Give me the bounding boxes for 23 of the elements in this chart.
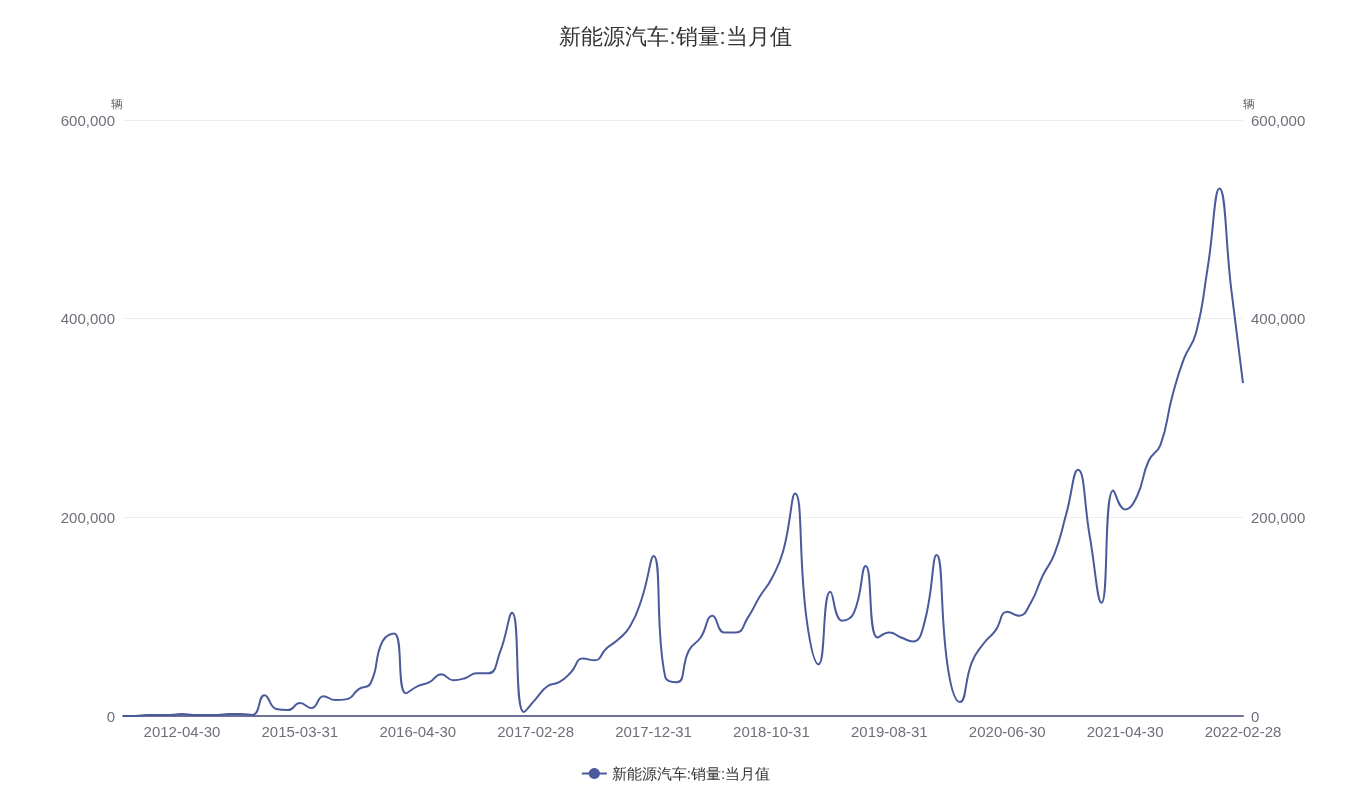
y2-tick-label: 600,000 (1251, 111, 1306, 129)
x-tick-label: 2017-02-28 (497, 723, 574, 740)
y-tick-label: 0 (106, 707, 115, 725)
y-tick-label: 200,000 (60, 508, 115, 526)
x-tick-label: 2021-04-30 (1086, 723, 1164, 740)
x-tick-label: 2019-08-31 (850, 723, 928, 740)
x-tick-label: 2018-10-31 (733, 723, 810, 740)
x-tick-label: 2012-04-30 (143, 723, 221, 740)
y2-tick-label: 200,000 (1251, 508, 1306, 526)
x-tick-label: 2022-02-28 (1204, 723, 1282, 740)
chart-title: 新能源汽车:销量:当月值 (559, 23, 792, 49)
y2-axis-title: 辆 (1243, 97, 1255, 111)
y2-tick-label: 0 (1251, 707, 1260, 725)
legend-label: 新能源汽车:销量:当月值 (611, 765, 771, 782)
x-tick-label: 2020-06-30 (968, 723, 1046, 740)
y-axis-title: 辆 (111, 97, 123, 111)
y-tick-label: 400,000 (60, 310, 115, 328)
x-tick-label: 2016-04-30 (379, 723, 457, 740)
y-tick-label: 600,000 (60, 111, 115, 129)
x-tick-label: 2017-12-31 (615, 723, 692, 740)
x-tick-label: 2015-03-31 (261, 723, 339, 740)
line-series (122, 187, 1244, 717)
y2-tick-label: 400,000 (1251, 310, 1306, 328)
